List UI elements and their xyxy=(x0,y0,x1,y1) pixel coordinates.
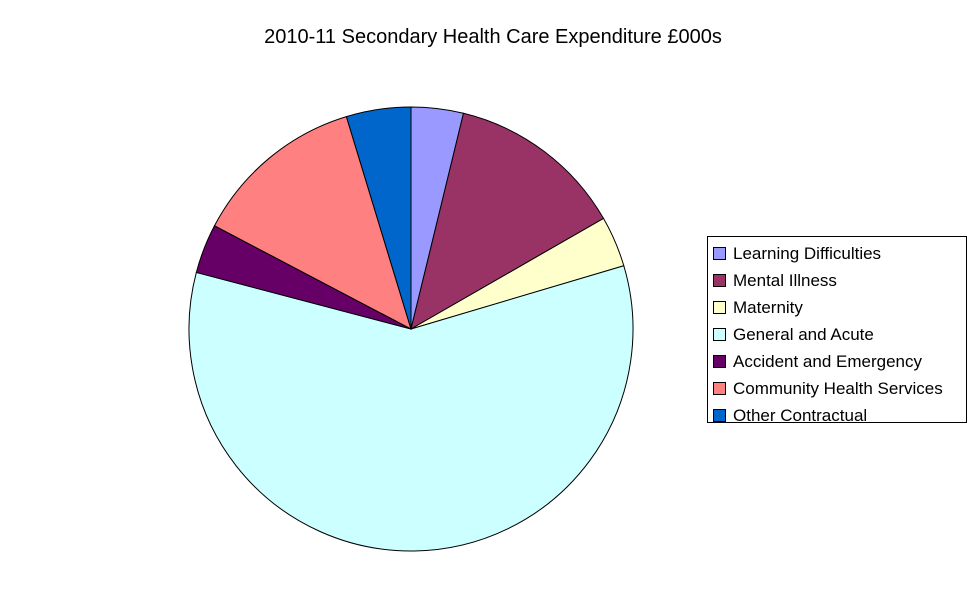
legend-swatch xyxy=(713,355,726,368)
legend: Learning Difficulties Mental Illness Mat… xyxy=(707,236,967,425)
pie-slice-other-contractual xyxy=(345,106,412,330)
legend-label: Other Contractual xyxy=(733,405,868,425)
legend-swatch xyxy=(713,247,726,260)
legend-item: Maternity xyxy=(713,294,966,321)
legend-item: Mental Illness xyxy=(713,267,966,294)
legend-item: Learning Difficulties xyxy=(713,240,966,267)
legend-label: Community Health Services xyxy=(733,378,943,398)
legend-label: Accident and Emergency xyxy=(733,351,922,371)
legend-item: Community Health Services xyxy=(713,375,966,402)
chart-title: 2010-11 Secondary Health Care Expenditur… xyxy=(264,26,722,48)
legend-swatch xyxy=(713,274,726,287)
legend-swatch xyxy=(713,301,726,314)
legend-label: Maternity xyxy=(733,297,803,317)
legend-item: Other Contractual xyxy=(713,402,966,429)
legend-item: General and Acute xyxy=(713,321,966,348)
pie-slice-mental-illness xyxy=(410,112,605,331)
legend-swatch xyxy=(713,409,726,422)
legend-swatch xyxy=(713,328,726,341)
legend-label: General and Acute xyxy=(733,324,874,344)
legend-item: Accident and Emergency xyxy=(713,348,966,375)
pie-slice-community-health-services xyxy=(213,115,412,330)
legend-swatch xyxy=(713,382,726,395)
legend-label: Mental Illness xyxy=(733,270,837,290)
legend-label: Learning Difficulties xyxy=(733,243,882,263)
pie-slice-general-and-acute xyxy=(188,265,634,552)
